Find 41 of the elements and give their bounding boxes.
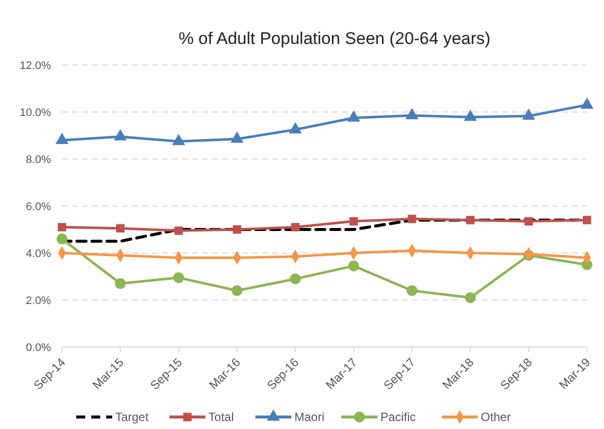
y-tick-label: 12.0% — [20, 60, 52, 72]
point — [464, 110, 476, 121]
point — [522, 108, 535, 120]
legend-label: Pacific — [380, 410, 416, 424]
point — [58, 222, 66, 232]
y-tick-label: 2.0% — [26, 294, 52, 307]
point — [232, 285, 242, 296]
point — [291, 222, 300, 232]
point — [408, 214, 416, 224]
point — [56, 133, 68, 144]
legend-label: Target — [115, 410, 150, 424]
point — [464, 292, 476, 304]
point — [348, 110, 360, 122]
point — [116, 224, 125, 233]
point — [114, 278, 126, 289]
y-tick-label: 10.0% — [20, 106, 52, 119]
y-tick-label: 4.0% — [26, 248, 52, 260]
point — [466, 216, 475, 224]
point — [56, 234, 68, 244]
point — [232, 225, 242, 234]
y-tick-label: 0.0% — [26, 342, 52, 354]
point — [580, 98, 594, 109]
legend-label: Total — [208, 410, 234, 424]
point — [290, 273, 301, 284]
point — [406, 285, 418, 296]
point — [406, 108, 418, 120]
point — [348, 260, 360, 272]
point — [173, 272, 184, 284]
y-tick-label: 6.0% — [26, 200, 52, 213]
y-tick-label: 8.0% — [26, 154, 52, 166]
point — [172, 134, 185, 146]
chart-title: % of Adult Population Seen (20-64 years) — [178, 29, 490, 48]
point — [349, 217, 358, 226]
point — [582, 216, 592, 224]
point — [174, 226, 183, 235]
point — [524, 217, 533, 226]
point — [114, 130, 126, 140]
legend-label: Maori — [294, 410, 324, 424]
point — [289, 122, 302, 134]
legend-label: Other — [480, 410, 511, 424]
point — [230, 132, 244, 143]
